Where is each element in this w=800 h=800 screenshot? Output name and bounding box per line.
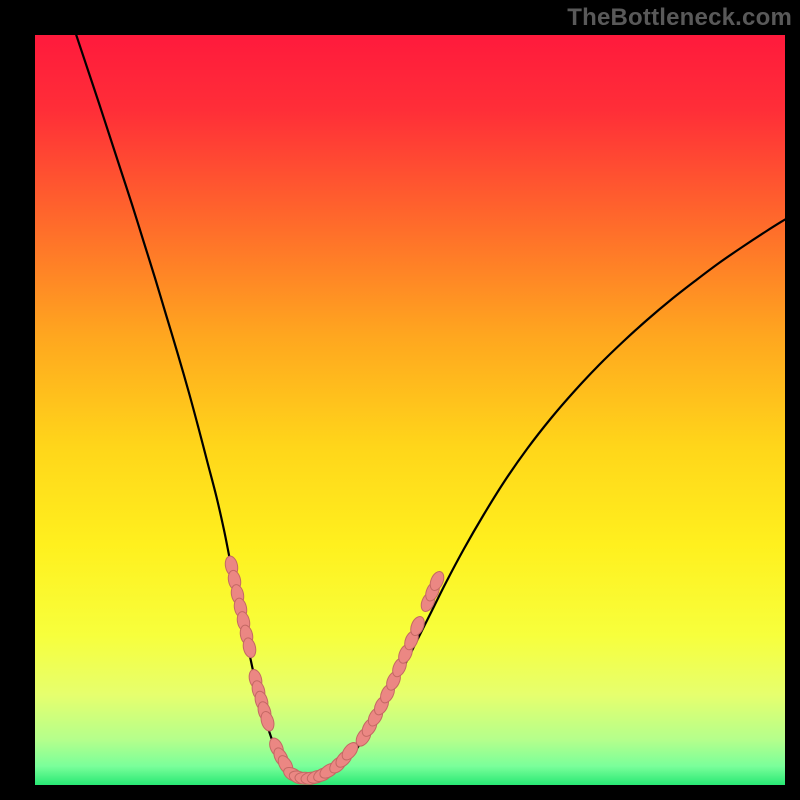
chart-root: TheBottleneck.com <box>0 0 800 800</box>
marker-layer <box>224 555 447 786</box>
plot-svg <box>0 0 800 800</box>
bottleneck-curve <box>76 35 785 780</box>
watermark-text: TheBottleneck.com <box>567 4 792 32</box>
